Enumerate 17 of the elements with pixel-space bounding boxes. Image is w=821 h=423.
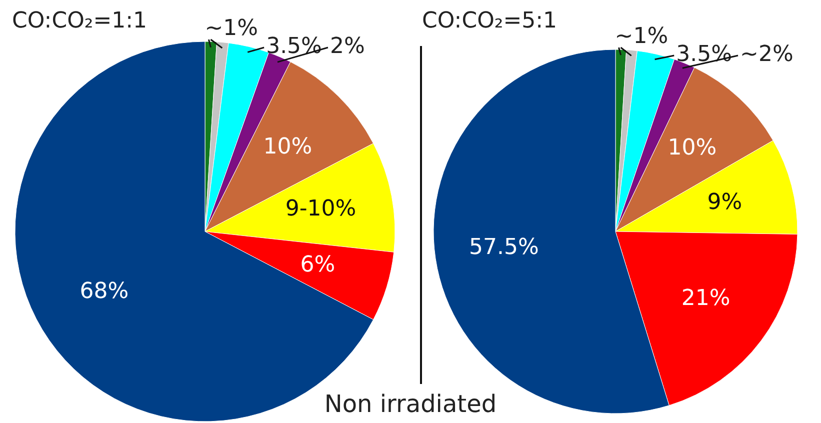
data-label: 2% [330, 34, 365, 60]
data-label: 3.5% [266, 34, 322, 60]
data-label: ~1% [204, 16, 258, 42]
data-label: 21% [681, 286, 730, 311]
data-label: 9% [707, 190, 742, 215]
text: Non irradiated [323, 390, 498, 418]
chart-title: CO:CO₂=5:1 [422, 8, 558, 34]
data-label: ~1% [614, 24, 668, 50]
data-label: ~2% [740, 42, 794, 68]
data-label: 3.5% [676, 42, 732, 68]
data-label: 6% [300, 252, 336, 278]
data-label: 10% [263, 134, 312, 160]
data-label: 57.5% [468, 235, 539, 260]
data-label: 9-10% [285, 196, 356, 222]
chart-title: CO:CO₂=1:1 [12, 8, 148, 34]
data-label: 10% [668, 136, 717, 160]
data-label: 68% [80, 279, 129, 304]
